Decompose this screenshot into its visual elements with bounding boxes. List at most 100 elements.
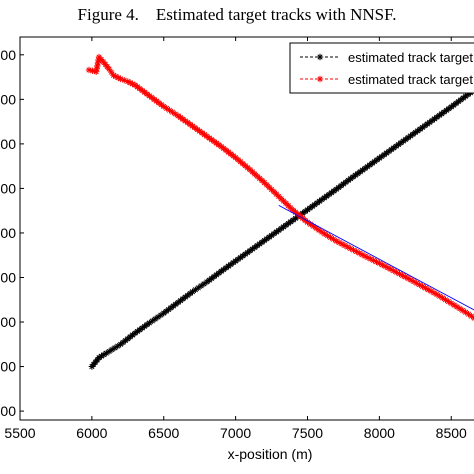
series-2-marker xyxy=(318,228,326,236)
series-2-marker xyxy=(105,65,113,73)
legend-swatch-marker xyxy=(316,53,324,61)
series-1-marker xyxy=(149,317,156,325)
series-2-marker xyxy=(251,170,258,178)
series-2-marker xyxy=(94,59,102,67)
series-2-marker xyxy=(268,186,275,193)
series-2-marker xyxy=(335,239,343,246)
series-2-marker xyxy=(270,188,278,196)
series-2-marker xyxy=(124,78,132,85)
y-tick-label: 00 xyxy=(0,180,16,196)
series-2-marker xyxy=(373,258,380,266)
series-2-marker xyxy=(112,73,120,80)
y-tick-label: 00 xyxy=(0,47,16,63)
series-2-marker xyxy=(263,181,270,189)
series-1-marker xyxy=(114,342,121,350)
series-2-marker xyxy=(361,252,369,260)
x-tick-label: 6000 xyxy=(76,425,107,441)
series-2-marker xyxy=(367,255,374,263)
series-2-marker xyxy=(261,179,268,186)
series-2-marker xyxy=(246,166,254,173)
series-2-marker xyxy=(407,276,415,284)
series-1-marker xyxy=(111,344,119,352)
legend: estimated track target 1 estimated track … xyxy=(289,42,474,94)
series-2-marker xyxy=(459,307,466,314)
series-2-marker xyxy=(430,289,438,297)
series-2-marker xyxy=(370,257,377,264)
series-2-marker xyxy=(117,75,124,83)
series-2-marker xyxy=(93,65,100,72)
series-2-marker xyxy=(396,270,403,278)
series-layer xyxy=(85,53,474,370)
series-2-marker xyxy=(353,248,360,255)
legend-label: estimated track target 1 xyxy=(348,50,474,65)
series-2-marker xyxy=(453,303,461,311)
series-2-marker xyxy=(273,190,280,198)
series-2-marker xyxy=(422,284,429,292)
y-tick-label: 00 xyxy=(0,136,16,152)
series-2-marker xyxy=(321,230,328,238)
series-2-marker xyxy=(413,279,420,287)
legend-swatch-marker xyxy=(316,75,324,83)
legend-label: estimated track target 2 xyxy=(348,72,474,87)
series-2-marker xyxy=(436,292,443,300)
series-2-marker xyxy=(404,275,412,282)
series-2-marker xyxy=(448,300,455,307)
series-2-marker xyxy=(282,200,290,207)
series-1 xyxy=(88,86,474,370)
series-2-marker xyxy=(402,273,409,281)
series-2-marker xyxy=(442,296,449,303)
series-2-marker xyxy=(115,74,122,81)
x-axis-label: x-position (m) xyxy=(228,446,313,462)
series-2-marker xyxy=(379,261,386,268)
series-2-marker xyxy=(384,264,392,271)
series-2-marker xyxy=(445,298,452,305)
series-2-marker xyxy=(285,202,292,209)
series-2-marker xyxy=(95,53,103,61)
series-2-marker xyxy=(393,269,400,276)
series-1-marker xyxy=(105,348,113,355)
tick-layer: 5500 6000 6500 7000 7500 8000 8500 00 00 00 00 00 00… xyxy=(0,37,467,441)
y-tick-label: 00 xyxy=(0,269,16,285)
series-2-marker xyxy=(347,245,354,252)
series-1-marker xyxy=(192,286,199,293)
series-1-marker xyxy=(103,349,110,357)
series-2-marker xyxy=(249,168,256,176)
series-2-marker xyxy=(92,68,100,75)
y-tick-label: 00 xyxy=(0,403,16,419)
series-2-marker xyxy=(287,204,294,212)
series-1-marker xyxy=(98,352,105,360)
x-tick-label: 8000 xyxy=(364,425,395,441)
series-2-marker xyxy=(169,108,176,116)
series-2-marker xyxy=(265,184,273,191)
series-1-marker xyxy=(154,313,162,321)
y-tick-label: 00 xyxy=(0,359,16,375)
series-2-marker xyxy=(356,249,363,257)
x-tick-label: 5500 xyxy=(4,425,35,441)
series-2-marker xyxy=(160,103,167,110)
series-2-marker xyxy=(425,286,432,293)
series-2 xyxy=(85,53,474,322)
series-1-marker xyxy=(197,282,205,290)
series-2-marker xyxy=(450,301,458,309)
series-2-marker xyxy=(108,68,115,76)
series-2-marker xyxy=(427,288,435,295)
series-2-marker xyxy=(275,193,282,200)
series-2-marker xyxy=(387,266,395,273)
reference-line xyxy=(278,204,474,311)
series-2-marker xyxy=(166,107,173,114)
series-1-marker xyxy=(108,346,116,353)
series-2-marker xyxy=(110,72,117,79)
series-2-marker xyxy=(163,105,170,112)
series-2-marker xyxy=(358,251,366,258)
series-1-marker xyxy=(195,284,202,292)
series-2-marker xyxy=(127,79,134,86)
series-2-marker xyxy=(172,110,179,118)
series-2-marker xyxy=(364,254,372,261)
series-2-marker xyxy=(258,177,266,184)
x-tick-label: 6500 xyxy=(148,425,179,441)
series-2-marker xyxy=(280,197,287,205)
y-tick-label: 00 xyxy=(0,314,16,330)
series-1-marker xyxy=(189,288,196,295)
series-1-marker xyxy=(100,351,108,358)
